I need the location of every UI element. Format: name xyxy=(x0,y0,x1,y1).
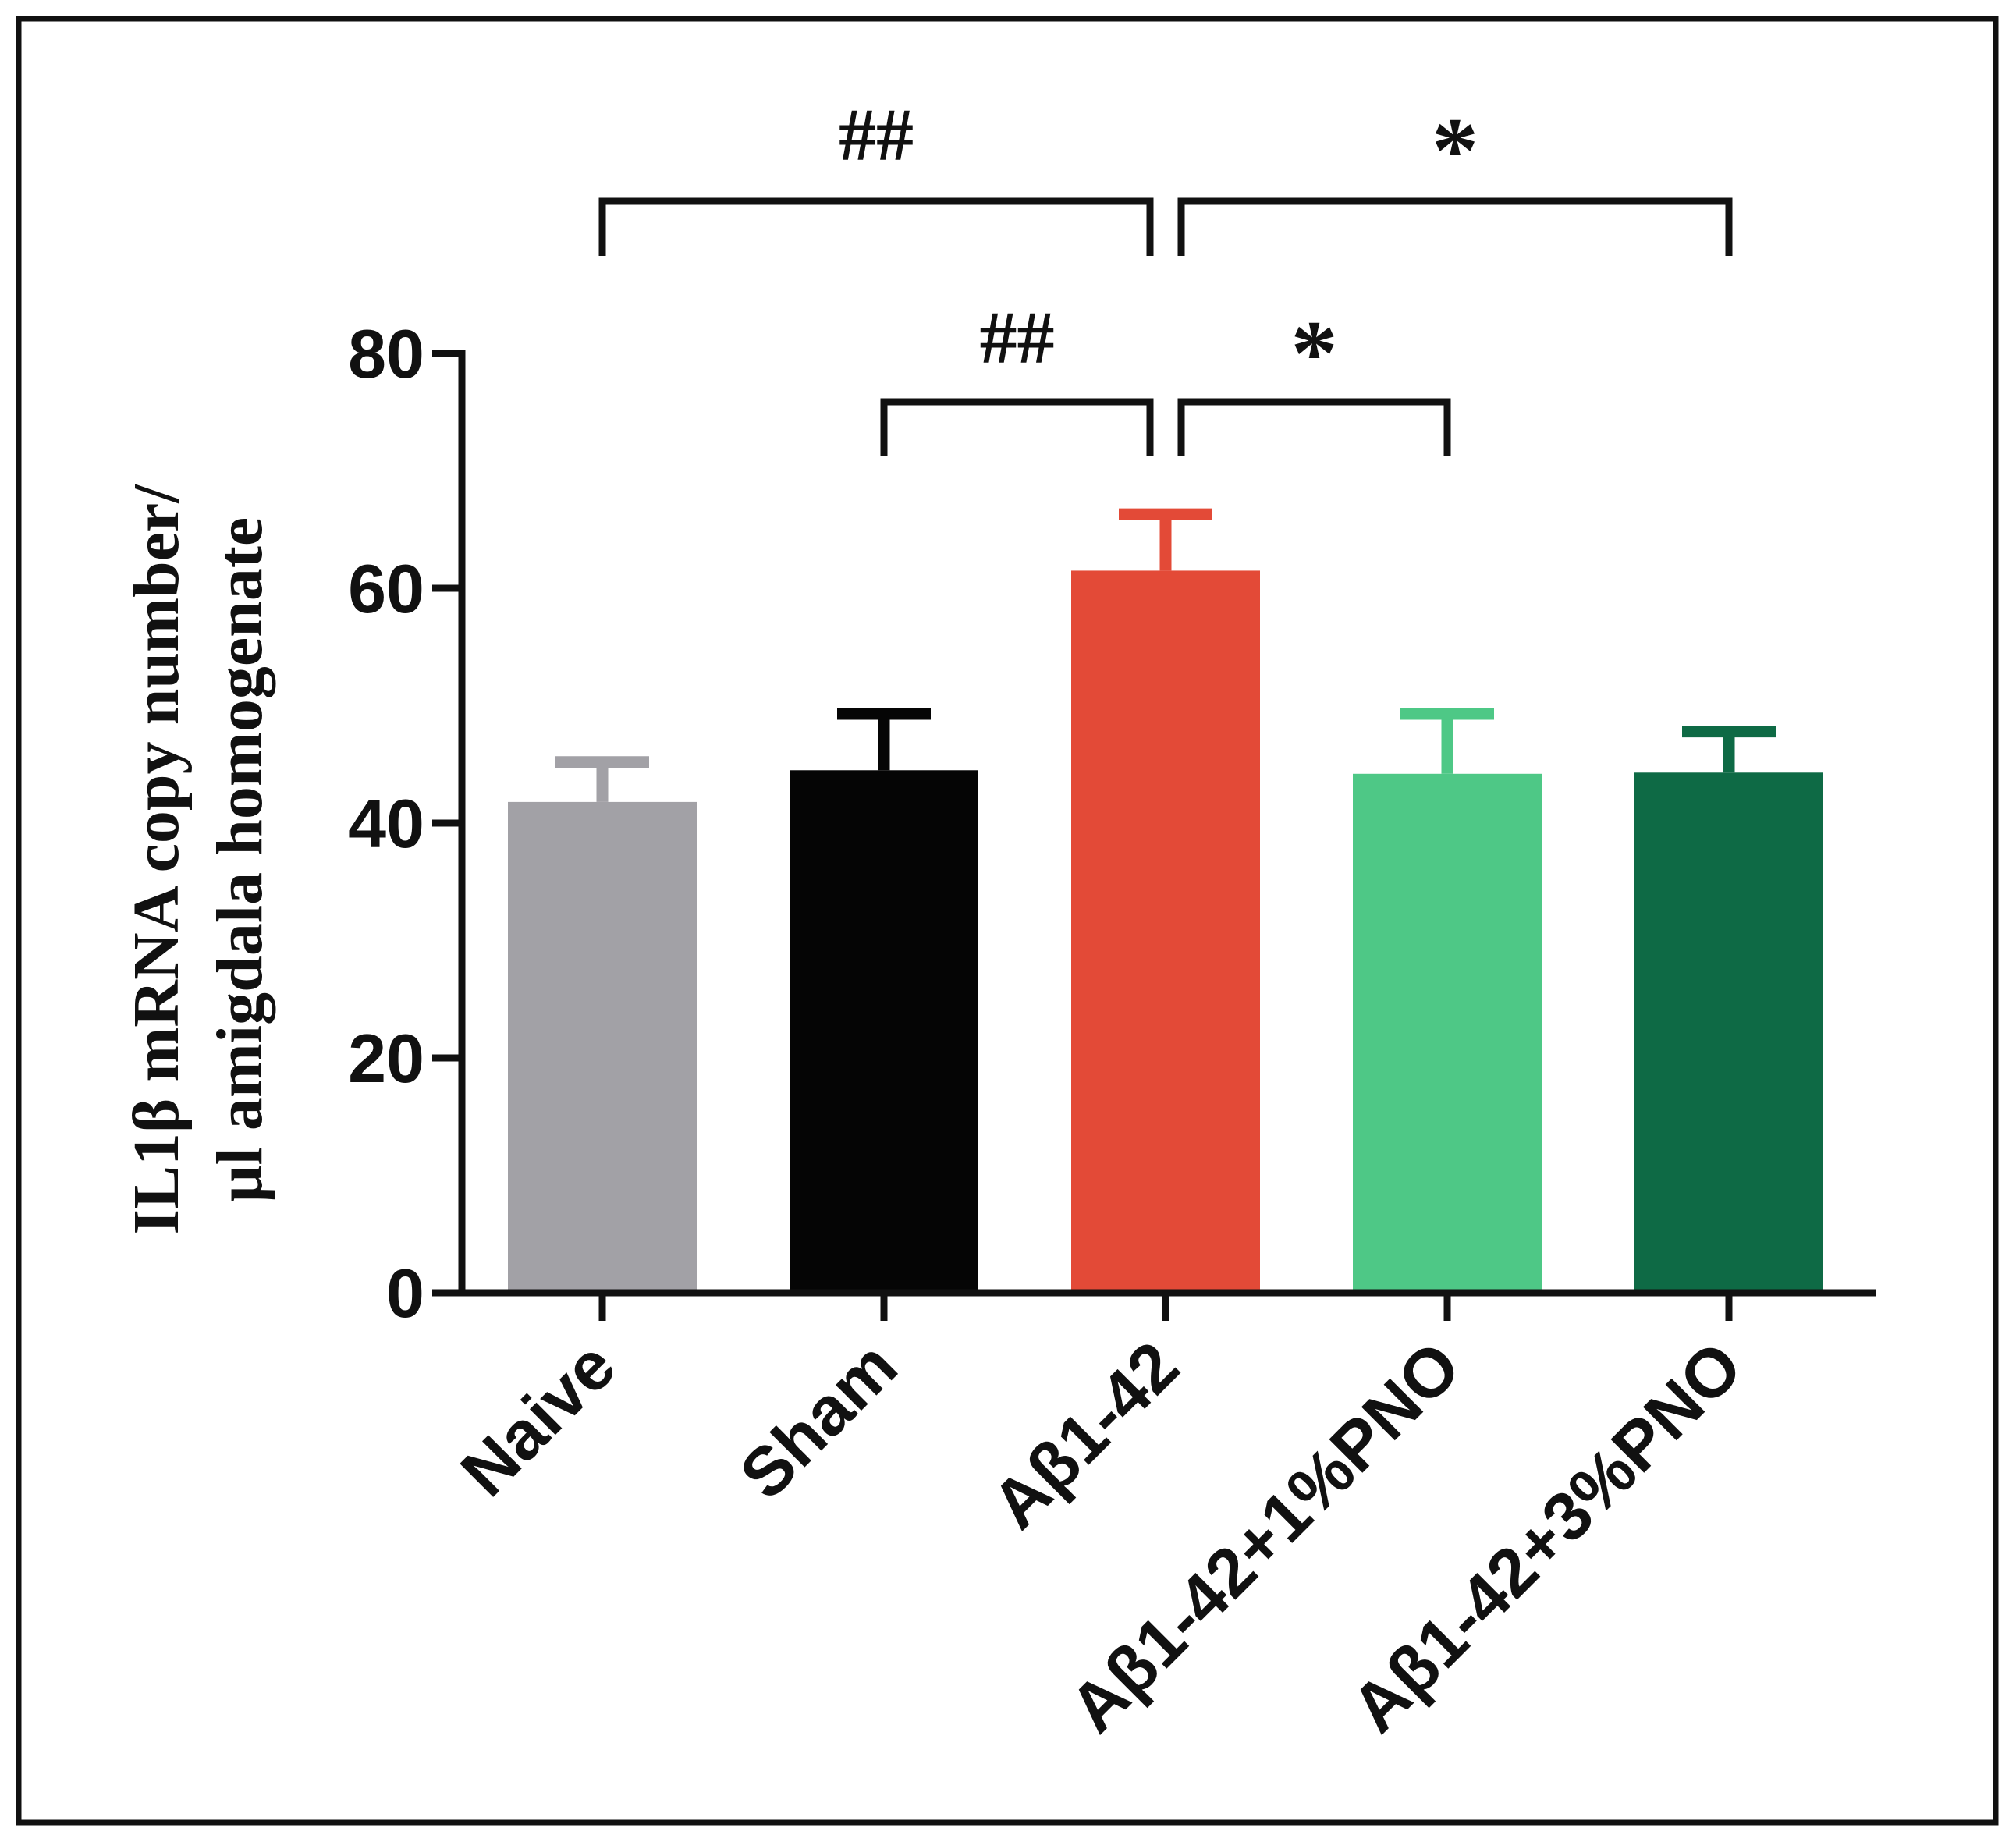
y-tick-label: 60 xyxy=(348,550,424,627)
significance-label: ## xyxy=(839,93,914,176)
bar xyxy=(508,801,697,1293)
y-ticks: 0 20 40 60 80 xyxy=(348,315,462,1332)
y-axis-label-line2: μl amigdala homogenate xyxy=(204,517,276,1202)
bar xyxy=(1353,773,1542,1293)
bars xyxy=(508,570,1823,1293)
significance-bracket xyxy=(1177,398,1451,456)
significance-label: * xyxy=(1432,98,1478,202)
error-bars xyxy=(555,508,1776,802)
bar xyxy=(1071,570,1260,1293)
significance-label: * xyxy=(1291,301,1338,405)
y-tick-label: 0 xyxy=(386,1255,424,1332)
y-tick-label: 80 xyxy=(348,315,424,392)
y-axis-label-line1: IL1β mRNA copy number/ xyxy=(120,484,193,1235)
significance-bracket xyxy=(598,197,1154,256)
y-axis-label: IL1β mRNA copy number/ μl amigdala homog… xyxy=(120,484,276,1235)
significance-bracket xyxy=(1177,197,1733,256)
bar xyxy=(1634,772,1823,1293)
significance-label: ## xyxy=(980,296,1055,379)
significance-bracket xyxy=(880,398,1154,456)
bar xyxy=(790,770,978,1293)
y-tick-label: 20 xyxy=(348,1020,424,1097)
y-tick-label: 40 xyxy=(348,785,424,862)
significance-brackets: ## * ## * xyxy=(598,93,1733,456)
